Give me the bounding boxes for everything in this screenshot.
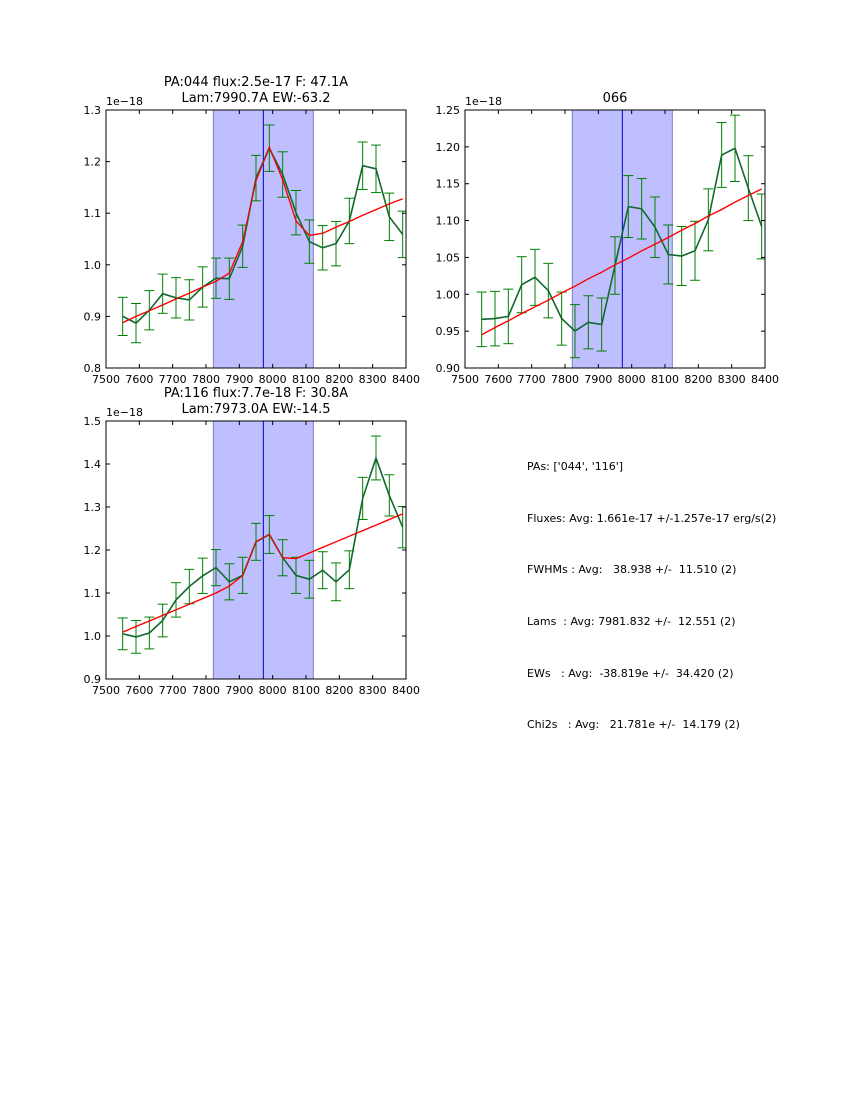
error-bar (476, 291, 487, 348)
y-offset-label: 1e−18 (106, 95, 143, 108)
y-tick-label: 1.10 (436, 215, 461, 228)
x-tick-label: 7800 (192, 684, 220, 697)
stats-ews: EWs : Avg: -38.819e +/- 34.420 (2) (527, 666, 734, 680)
axes-frame (464, 109, 766, 369)
x-tick-label: 8400 (392, 684, 420, 697)
stats-fwhms: FWHMs : Avg: 38.938 +/- 11.510 (2) (527, 563, 737, 577)
x-tick-label: 8200 (325, 684, 353, 697)
x-tick-label: 7700 (159, 684, 187, 697)
x-tick-label: 8000 (618, 373, 646, 386)
x-tick-label: 7600 (484, 373, 512, 386)
data-line (481, 147, 763, 333)
fit-line-overlay (481, 188, 762, 336)
y-offset-label: 1e−18 (465, 95, 502, 108)
y-offset-label: 1e−18 (106, 406, 143, 419)
y-tick-label: 1.25 (436, 104, 461, 117)
x-tick-label: 8100 (292, 684, 320, 697)
subplot-title: PA:116 flux:7.7e-18 F: 30.8A (164, 386, 348, 401)
x-tick-label: 7500 (92, 684, 120, 697)
error-bar (117, 296, 128, 336)
x-tick-label: 7800 (551, 373, 579, 386)
fit-line-overlay (122, 513, 403, 633)
y-tick-label: 0.9 (84, 310, 102, 323)
subplot-title: 066 (603, 91, 628, 106)
x-tick-label: 8400 (392, 373, 420, 386)
y-tick-label: 1.2 (84, 156, 102, 169)
subplot-title: PA:044 flux:2.5e-17 F: 47.1A (164, 75, 348, 90)
x-tick-label: 7700 (518, 373, 546, 386)
x-tick-label: 7500 (92, 373, 120, 386)
x-tick-label: 7500 (451, 373, 479, 386)
subplot-title: Lam:7990.7A EW:-63.2 (181, 91, 330, 106)
axes-frame (105, 109, 407, 369)
x-tick-label: 7600 (125, 684, 153, 697)
x-tick-label: 7900 (225, 684, 253, 697)
y-tick-label: 1.00 (436, 288, 461, 301)
y-tick-label: 0.90 (436, 362, 461, 375)
y-tick-label: 1.0 (84, 630, 102, 643)
y-tick-label: 1.1 (84, 587, 102, 600)
x-tick-label: 8100 (651, 373, 679, 386)
y-tick-label: 0.8 (84, 362, 102, 375)
stats-chi2s: Chi2s : Avg: 21.781e +/- 14.179 (2) (527, 718, 740, 732)
stats-lams: Lams : Avg: 7981.832 +/- 12.551 (2) (527, 615, 736, 629)
plot-area (476, 110, 765, 368)
y-tick-label: 1.4 (84, 458, 102, 471)
x-tick-label: 8200 (684, 373, 712, 386)
y-tick-label: 1.15 (436, 178, 461, 191)
y-tick-label: 0.95 (436, 325, 461, 338)
y-tick-label: 1.20 (436, 141, 461, 154)
subplot-pa116: 7500 7600 7700 7800 7900 8000 8100 8200 8300 8400… (84, 386, 421, 697)
x-tick-label: 7800 (192, 373, 220, 386)
fit-line-overlay (122, 145, 403, 324)
plot-area (117, 421, 406, 679)
y-tick-label: 1.0 (84, 259, 102, 272)
error-bar (117, 617, 128, 651)
x-tick-label: 8000 (259, 684, 287, 697)
stats-pas: PAs: ['044', '116'] (527, 460, 624, 473)
subplot-pa044: 7500 7600 7700 7800 7900 8000 8100 8200 8300 8400… (84, 75, 421, 386)
x-tick-label: 8300 (359, 684, 387, 697)
stats-fluxes: Fluxes: Avg: 1.661e-17 +/-1.257e-17 erg/… (527, 511, 777, 525)
x-tick-label: 7600 (125, 373, 153, 386)
y-tick-label: 1.2 (84, 544, 102, 557)
y-tick-label: 1.3 (84, 501, 102, 514)
y-tick-label: 1.5 (84, 415, 102, 428)
x-tick-label: 8000 (259, 373, 287, 386)
plot-area (117, 110, 406, 368)
subplot-title: Lam:7973.0A EW:-14.5 (181, 402, 330, 417)
y-tick-label: 1.1 (84, 207, 102, 220)
x-tick-label: 7700 (159, 373, 187, 386)
x-tick-label: 7900 (584, 373, 612, 386)
x-tick-label: 8100 (292, 373, 320, 386)
x-tick-label: 8400 (751, 373, 779, 386)
x-tick-label: 8300 (359, 373, 387, 386)
x-tick-label: 7900 (225, 373, 253, 386)
subplot-pa066: 7500 7600 7700 7800 7900 8000 8100 8200 8300 8400… (436, 91, 780, 386)
y-tick-label: 1.05 (436, 251, 461, 264)
x-tick-label: 8300 (718, 373, 746, 386)
x-tick-label: 8200 (325, 373, 353, 386)
y-tick-label: 0.9 (84, 673, 102, 686)
stats-summary: PAs: ['044', '116'] Fluxes: Avg: 1.661e-… (527, 434, 776, 770)
y-tick-label: 1.3 (84, 104, 102, 117)
